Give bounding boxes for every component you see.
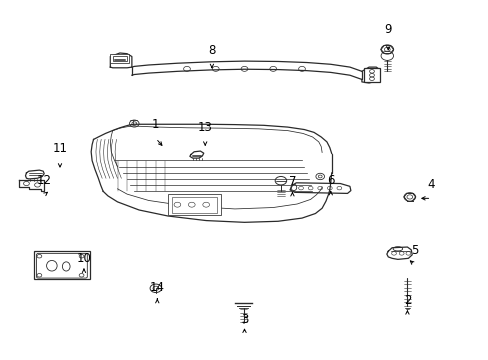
Text: 2: 2 <box>403 294 410 307</box>
Text: 1: 1 <box>152 118 159 131</box>
Bar <box>110 54 129 63</box>
Bar <box>171 197 216 213</box>
Text: 9: 9 <box>384 23 391 36</box>
Text: 11: 11 <box>52 142 67 155</box>
Bar <box>364 68 379 82</box>
Text: 4: 4 <box>427 177 434 190</box>
Text: 13: 13 <box>197 121 212 134</box>
Text: 3: 3 <box>240 313 248 326</box>
Text: 8: 8 <box>208 44 215 57</box>
Bar <box>112 56 127 62</box>
Text: 7: 7 <box>288 175 296 188</box>
Bar <box>167 194 220 215</box>
Text: 6: 6 <box>326 174 334 187</box>
Text: 14: 14 <box>149 281 164 294</box>
Bar <box>34 251 90 279</box>
Text: 10: 10 <box>76 252 91 265</box>
FancyBboxPatch shape <box>37 253 87 278</box>
Text: 12: 12 <box>37 174 52 187</box>
Text: 5: 5 <box>410 244 417 257</box>
